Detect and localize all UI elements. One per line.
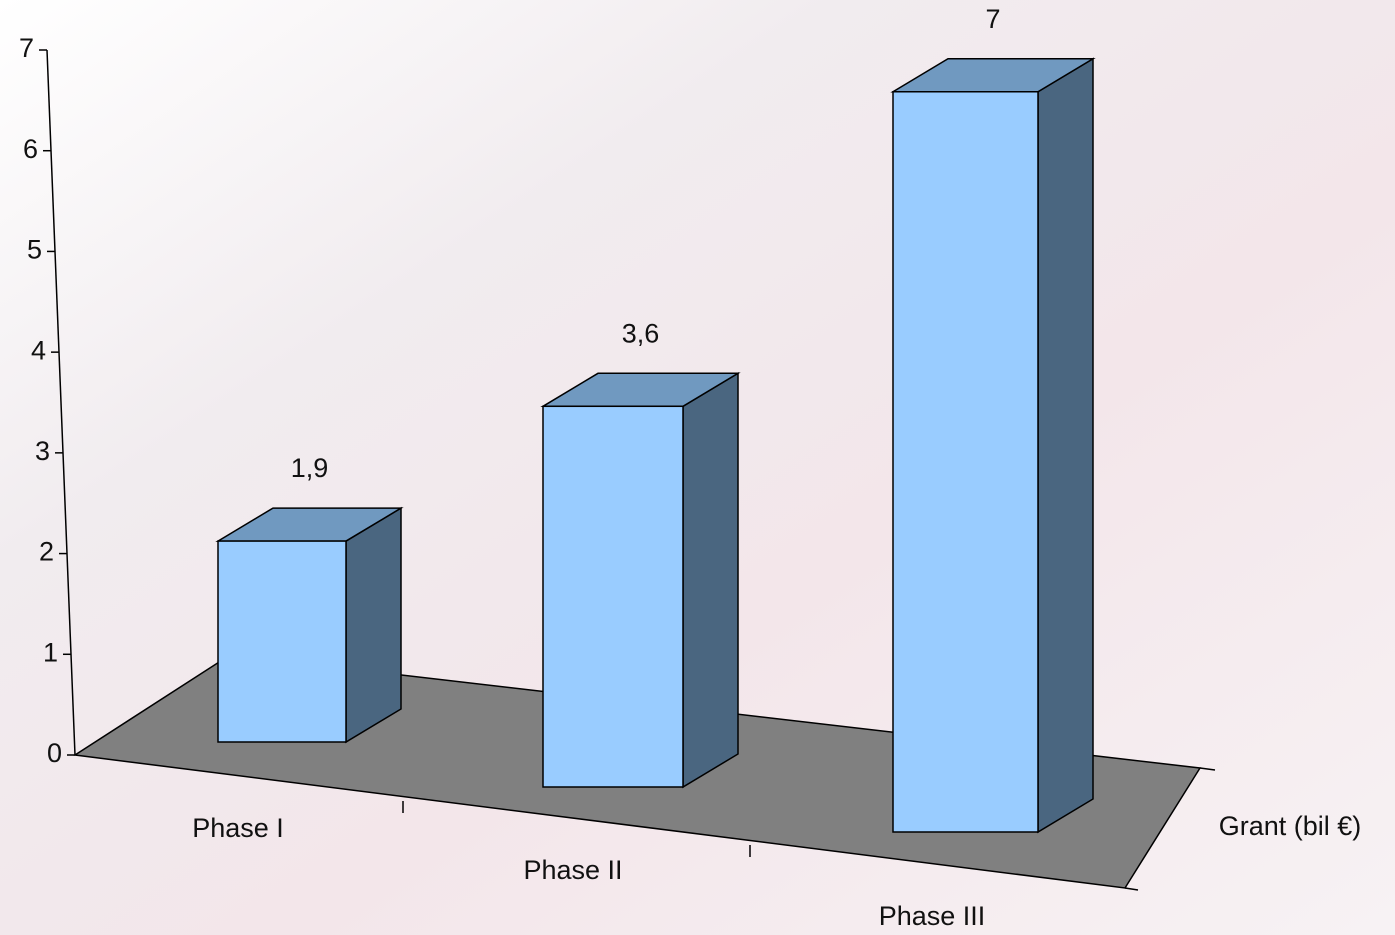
y-tick-label: 5 [27,235,42,265]
bar-side [345,506,402,744]
value-label: 3,6 [622,318,660,348]
y-axis [46,49,76,756]
y-tick-label: 4 [31,335,46,365]
bar [542,405,684,788]
bar-side [682,371,739,789]
bar [892,91,1039,833]
y-tick-label: 1 [43,637,58,667]
bar [217,540,347,743]
value-label: 1,9 [291,453,329,483]
y-tick-label: 0 [47,738,62,768]
value-label: 7 [985,4,1000,34]
x-tick-label: Phase I [192,813,284,843]
depth-tick [1199,767,1216,771]
x-tick-label: Phase II [523,855,622,885]
bar-side [1037,57,1094,834]
y-tick-label: 7 [19,33,34,63]
y-tick-label: 6 [23,134,38,164]
y-tick-label: 2 [39,537,54,567]
series-label: Grant (bil €) [1219,811,1362,841]
depth-tick [1124,887,1139,891]
y-tick-label: 3 [35,436,50,466]
x-tick-label: Phase III [879,901,986,931]
